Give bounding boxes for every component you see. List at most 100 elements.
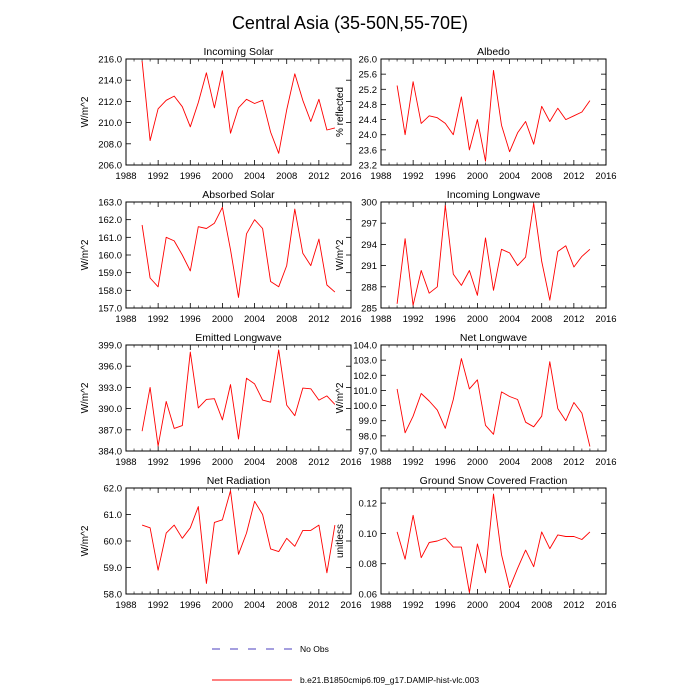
x-tick-label: 1996 (180, 314, 201, 325)
x-tick-label: 2012 (308, 314, 329, 325)
x-tick-label: 2016 (340, 314, 361, 325)
y-tick-label: 102.0 (353, 371, 377, 382)
series-line (396, 202, 591, 306)
x-tick-label: 2004 (499, 600, 520, 611)
x-tick-label: 2008 (276, 457, 297, 468)
series-line (141, 206, 336, 298)
x-tick-label: 1996 (435, 171, 456, 182)
x-tick-label: 2016 (340, 457, 361, 468)
x-tick-label: 1996 (180, 457, 201, 468)
plot-frame (380, 344, 607, 452)
x-tick-label: 1988 (115, 600, 136, 611)
y-tick-label: 26.0 (359, 55, 378, 66)
x-tick-label: 2008 (276, 314, 297, 325)
y-tick-label: 23.2 (359, 161, 378, 172)
series-line (141, 490, 336, 584)
x-tick-label: 2016 (340, 171, 361, 182)
chart-panel: Absorbed Solar 1988 1992 1996 2000 2004 2008 20… (80, 189, 362, 325)
x-tick-label: 1992 (148, 171, 169, 182)
y-tick-label: 387.0 (98, 425, 122, 436)
x-tick-label: 2000 (467, 314, 488, 325)
x-tick-label: 1992 (403, 171, 424, 182)
y-tick-label: 294 (361, 240, 377, 251)
x-tick-label: 2008 (531, 171, 552, 182)
x-tick-label: 1996 (180, 600, 201, 611)
y-tick-label: 0.08 (359, 559, 378, 570)
x-tick-label: 2004 (499, 314, 520, 325)
y-axis-label: W/m^2 (80, 525, 91, 556)
x-tick-label: 1996 (435, 600, 456, 611)
y-tick-label: 0.06 (359, 590, 378, 601)
y-axis-label: W/m^2 (80, 239, 91, 270)
y-axis-label: unitless (335, 524, 346, 558)
series-line (396, 493, 591, 593)
x-tick-label: 2008 (276, 171, 297, 182)
y-tick-label: 216.0 (98, 55, 122, 66)
chart-panels: Incoming Solar 1988 1992 1996 2000 2004 2008 20… (80, 46, 617, 611)
x-tick-label: 2008 (531, 600, 552, 611)
y-tick-label: 212.0 (98, 97, 122, 108)
x-tick-label: 1988 (115, 457, 136, 468)
chart-title: Incoming Longwave (447, 189, 541, 201)
y-tick-label: 58.0 (104, 590, 123, 601)
x-tick-label: 2000 (212, 314, 233, 325)
x-tick-label: 1992 (148, 457, 169, 468)
x-tick-label: 1992 (148, 314, 169, 325)
plot-frame (380, 487, 607, 595)
y-axis-label: W/m^2 (335, 239, 346, 270)
plot-frame (125, 487, 352, 595)
x-tick-label: 1988 (370, 314, 391, 325)
x-tick-label: 2012 (308, 600, 329, 611)
y-tick-label: 24.4 (359, 115, 378, 126)
y-tick-label: 0.10 (359, 529, 378, 540)
x-tick-label: 2004 (499, 457, 520, 468)
y-tick-label: 24.0 (359, 130, 378, 141)
plot-frame (125, 58, 352, 166)
x-tick-label: 2012 (563, 171, 584, 182)
x-tick-label: 2004 (244, 457, 265, 468)
y-tick-label: 291 (361, 261, 377, 272)
x-tick-label: 2012 (563, 314, 584, 325)
series-line (396, 69, 591, 162)
y-tick-label: 0.12 (359, 499, 378, 510)
y-tick-label: 24.8 (359, 100, 378, 111)
y-tick-label: 99.0 (359, 416, 378, 427)
x-tick-label: 2016 (595, 457, 616, 468)
chart-title: Net Radiation (207, 475, 271, 487)
x-tick-label: 2008 (531, 457, 552, 468)
chart-title: Ground Snow Covered Fraction (420, 475, 568, 487)
y-tick-label: 399.0 (98, 341, 122, 352)
x-tick-label: 1996 (435, 314, 456, 325)
x-tick-label: 2000 (467, 171, 488, 182)
x-tick-label: 2004 (244, 314, 265, 325)
y-tick-label: 300 (361, 198, 377, 209)
y-axis-label: W/m^2 (335, 382, 346, 413)
x-tick-label: 2004 (244, 600, 265, 611)
chart-panel: Net Radiation 1988 1992 1996 2000 2004 2008 201… (80, 475, 362, 611)
y-tick-label: 159.0 (98, 268, 122, 279)
x-tick-label: 1992 (403, 600, 424, 611)
y-tick-label: 162.0 (98, 215, 122, 226)
chart-panel: Net Longwave 1988 1992 1996 2000 2004 2008 2012… (335, 332, 617, 468)
y-tick-label: 101.0 (353, 386, 377, 397)
y-axis-label: W/m^2 (80, 382, 91, 413)
y-tick-label: 103.0 (353, 356, 377, 367)
x-tick-label: 2016 (595, 171, 616, 182)
y-tick-label: 61.0 (104, 510, 123, 521)
x-tick-label: 2000 (467, 600, 488, 611)
page-title: Central Asia (35-50N,55-70E) (232, 13, 468, 33)
chart-title: Net Longwave (460, 332, 527, 344)
chart-panel: Emitted Longwave 1988 1992 1996 2000 2004 2008… (80, 332, 362, 468)
y-tick-label: 104.0 (353, 341, 377, 352)
x-tick-label: 2004 (244, 171, 265, 182)
y-tick-label: 393.0 (98, 383, 122, 394)
x-tick-label: 2016 (595, 600, 616, 611)
series-line (141, 349, 336, 447)
y-tick-label: 285 (361, 304, 377, 315)
x-tick-label: 2000 (212, 600, 233, 611)
plot-frame (380, 201, 607, 309)
x-tick-label: 1996 (435, 457, 456, 468)
y-tick-label: 98.0 (359, 431, 378, 442)
y-tick-label: 97.0 (359, 447, 378, 458)
